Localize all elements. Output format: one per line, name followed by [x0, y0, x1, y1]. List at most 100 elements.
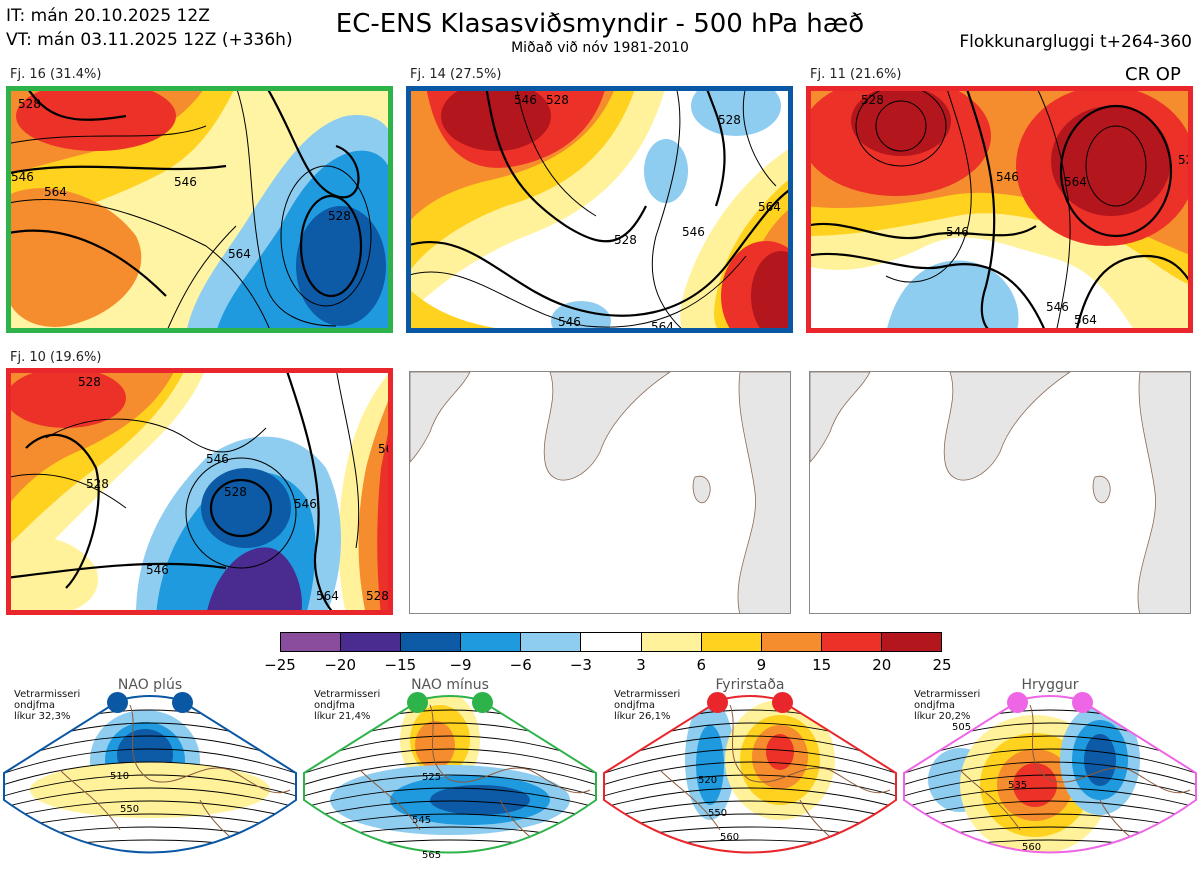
cluster-2-label: Fj. 14 (27.5%)	[410, 67, 502, 82]
cluster-1-frame	[6, 86, 393, 333]
colorbar-swatch	[881, 633, 942, 651]
cluster-3-contour: 528	[861, 93, 884, 107]
regime-contour-label: 560	[1022, 842, 1041, 853]
cluster-4-frame	[6, 368, 393, 615]
cluster-3-contour: 546	[1046, 300, 1069, 314]
colorbar-swatch	[641, 633, 702, 651]
regime-note: Vetrarmisseri ondjfma líkur 21,4%	[314, 689, 380, 722]
colorbar-tick-label: −25	[264, 656, 296, 674]
cluster-1-map: 528 546 564 528 546 564	[6, 86, 393, 333]
regime-note-line: Vetrarmisseri	[14, 689, 81, 700]
regime-note-line: ondjfma	[314, 700, 355, 711]
colorbar-swatch	[761, 633, 822, 651]
regime-contour-label: 545	[412, 815, 431, 826]
regime-note-line: líkur 20,2%	[914, 711, 971, 722]
cluster-4-contour: 564	[316, 589, 339, 603]
regime-contour-label: 525	[422, 772, 441, 783]
cluster-3-contour: 564	[1064, 175, 1087, 189]
cluster-3-frame	[806, 86, 1193, 333]
window-label: Flokkunargluggi t+264-360	[959, 32, 1192, 52]
cluster-4-label: Fj. 10 (19.6%)	[10, 350, 102, 365]
regime-note-line: Vetrarmisseri	[914, 689, 981, 700]
colorbar-tick-label: 20	[872, 656, 892, 674]
cluster-3-map: 528 546 564 546 546 564 528	[806, 86, 1193, 333]
colorbar-tick-label: −15	[384, 656, 417, 674]
regime-name: Hryggur	[1021, 677, 1079, 693]
regime-contour-label: 510	[110, 771, 129, 782]
regime-note-line: Vetrarmisseri	[614, 689, 681, 700]
cluster-4-contour: 528	[224, 485, 247, 499]
regime-contour-label: 505	[952, 722, 971, 733]
regime-note-line: líkur 21,4%	[314, 711, 371, 722]
cluster-4-contour: 528	[78, 375, 101, 389]
cluster-2-contour: 546	[558, 315, 581, 329]
regime-contour-label: 520	[698, 775, 717, 786]
cluster-2-map: 546 528 546 564 528 546 564 528	[406, 86, 793, 333]
cluster-4-map: 528 528 546 528 546 564 546 564 528	[6, 368, 393, 615]
cluster-4-contour: 546	[206, 452, 229, 466]
cluster-2-contour: 528	[718, 113, 741, 127]
cluster-1-contour: 564	[228, 247, 251, 261]
regime-contour-label: 535	[1008, 780, 1027, 791]
cluster-3-label: Fj. 11 (21.6%)	[810, 67, 902, 82]
colorbar-tick-label: −20	[324, 656, 356, 674]
regime-map-3: 520 550 560	[603, 695, 897, 854]
cluster-3-contour: 564	[1074, 313, 1097, 327]
colorbar-tick-label: 15	[812, 656, 832, 674]
cluster-1-label: Fj. 16 (31.4%)	[10, 67, 102, 82]
cluster-2-frame	[406, 86, 793, 333]
colorbar-swatch	[401, 633, 462, 651]
regime-note-line: ondjfma	[14, 700, 55, 711]
regime-note-line: ondjfma	[614, 700, 655, 711]
cluster-3-contour: 546	[996, 170, 1019, 184]
regime-contour-label: 550	[708, 808, 727, 819]
cluster-2-contour: 528	[546, 93, 569, 107]
valid-time: VT: mán 03.11.2025 12Z (+336h)	[6, 30, 293, 50]
page-title: EC-ENS Klasasviðsmyndir - 500 hPa hæð	[335, 9, 865, 39]
colorbar-ticks: −25 −20 −15 −9 −6 −3 3 6 9 15 20 25	[264, 656, 951, 676]
regime-contour-label: 560	[720, 832, 739, 843]
empty-map-1	[409, 371, 791, 614]
cluster-1-contour: 528	[328, 209, 351, 223]
cluster-4-contour: 546	[294, 497, 317, 511]
cluster-1-contour: 528	[18, 97, 41, 111]
colorbar-swatch	[281, 633, 342, 651]
init-time: IT: mán 20.10.2025 12Z	[6, 6, 210, 26]
cluster-2-contour: 546	[514, 93, 537, 107]
cluster-4-contour: 546	[146, 563, 169, 577]
regime-name: Fyrirstaða	[715, 677, 785, 693]
colorbar-tick-label: 25	[932, 656, 952, 674]
regime-note-line: líkur 32,3%	[14, 711, 71, 722]
regime-contour-label: 565	[422, 850, 441, 861]
regime-name: NAO plús	[117, 677, 183, 693]
colorbar-tick-label: 9	[756, 656, 767, 674]
cluster-1-contour: 546	[11, 170, 34, 184]
regime-note-line: Vetrarmisseri	[314, 689, 381, 700]
colorbar	[280, 632, 942, 652]
colorbar-tick-label: 3	[636, 656, 646, 674]
colorbar-tick-label: −3	[569, 656, 592, 674]
regime-marker-dot	[772, 692, 793, 713]
regime-map-4: 505 535 560	[903, 695, 1197, 854]
regime-note-line: líkur 26,1%	[614, 711, 671, 722]
colorbar-tick-label: 6	[696, 656, 707, 674]
colorbar-swatch	[821, 633, 882, 651]
regime-note: Vetrarmisseri ondjfma líkur 26,1%	[614, 689, 680, 722]
colorbar-tick-label: −6	[509, 656, 532, 674]
regime-marker-dot	[407, 692, 428, 713]
cluster-2-contour: 528	[614, 233, 637, 247]
colorbar-swatch	[341, 633, 402, 651]
regime-map-1: 510 550	[3, 695, 297, 854]
cluster-1-contour: 564	[44, 185, 67, 199]
regime-note: Vetrarmisseri ondjfma líkur 20,2%	[914, 689, 980, 722]
colorbar-swatch	[701, 633, 762, 651]
colorbar-tick-label: −9	[449, 656, 472, 674]
cluster-1-contour: 546	[174, 175, 197, 189]
cluster-4-contour: 528	[86, 477, 109, 491]
colorbar-swatch	[461, 633, 522, 651]
regime-marker-dot	[1007, 692, 1028, 713]
regime-marker-dot	[707, 692, 728, 713]
regime-map-2: 525 545 565	[303, 695, 597, 861]
regime-marker-dot	[1072, 692, 1093, 713]
cluster-3-contour: 546	[946, 225, 969, 239]
